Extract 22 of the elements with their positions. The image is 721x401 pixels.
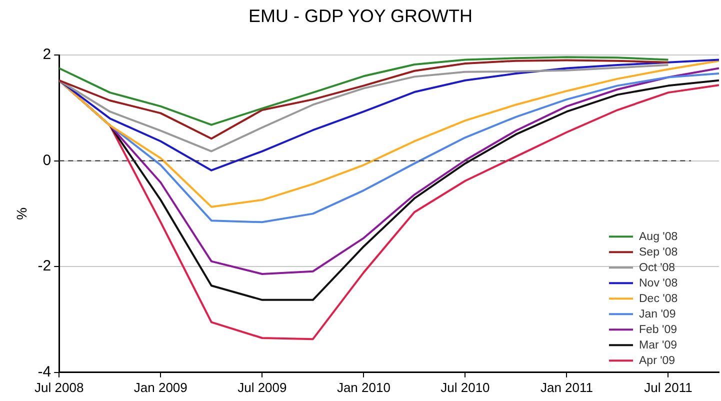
- y-tick-label: 0: [42, 152, 52, 169]
- legend-label: Jan '09: [639, 308, 676, 320]
- legend-label: Nov '08: [639, 277, 678, 290]
- y-tick-label: 2: [42, 46, 52, 64]
- legend-label: Mar '09: [639, 339, 677, 352]
- legend-label: Apr '09: [639, 354, 676, 367]
- x-tick-label: Jan 2009: [134, 380, 188, 395]
- chart-title: EMU - GDP YOY GROWTH: [247, 6, 474, 27]
- legend-label: Sep '08: [639, 246, 678, 258]
- x-tick-label: Jul 2009: [238, 380, 287, 395]
- y-tick-label: -2: [38, 258, 52, 275]
- x-tick-label: Jul 2011: [644, 380, 692, 395]
- y-tick-label: -4: [38, 364, 52, 381]
- x-tick-label: Jul 2008: [34, 380, 84, 395]
- legend-label: Feb '09: [639, 324, 677, 336]
- legend-label: Aug '08: [639, 230, 678, 243]
- x-tick-label: Jul 2010: [440, 380, 490, 395]
- y-axis-title: %: [13, 207, 30, 220]
- x-tick-label: Jan 2010: [336, 380, 390, 395]
- legend-label: Oct '08: [639, 262, 676, 274]
- x-tick-label: Jan 2011: [540, 380, 593, 395]
- legend-label: Dec '08: [639, 292, 678, 305]
